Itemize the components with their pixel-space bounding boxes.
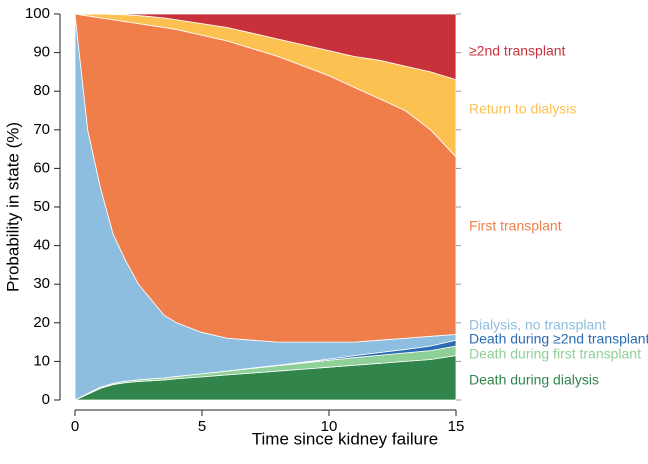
y-tick-label: 90 — [33, 44, 50, 61]
y-tick-label: 0 — [42, 391, 50, 408]
y-tick-label: 60 — [33, 159, 50, 176]
x-tick-label: 5 — [198, 418, 206, 435]
legend-label: Death during first transplant — [469, 346, 641, 362]
legend-label: ≥2nd transplant — [469, 43, 566, 59]
legend-label: First transplant — [469, 218, 562, 234]
y-tick-label: 80 — [33, 82, 50, 99]
area — [75, 13, 457, 81]
y-tick-label: 70 — [33, 121, 50, 138]
x-tick-label: 10 — [321, 418, 338, 435]
y-tick-label: 100 — [25, 5, 50, 22]
x-axis-label: Time since kidney failure — [252, 429, 438, 448]
y-tick-label: 10 — [33, 352, 50, 369]
y-axis-label: Probability in state (%) — [3, 122, 22, 292]
legend-label: Dialysis, no transplant — [469, 317, 606, 333]
x-tick-label: 0 — [71, 418, 79, 435]
y-tick-label: 20 — [33, 314, 50, 331]
legend-label: Death during dialysis — [469, 372, 599, 388]
x-tick-label: 15 — [448, 418, 465, 435]
legend-label: Return to dialysis — [469, 101, 576, 117]
y-tick-label: 50 — [33, 198, 50, 215]
y-tick-label: 40 — [33, 237, 50, 254]
y-tick-label: 30 — [33, 275, 50, 292]
legend-label: Death during ≥2nd transplant — [469, 331, 648, 347]
